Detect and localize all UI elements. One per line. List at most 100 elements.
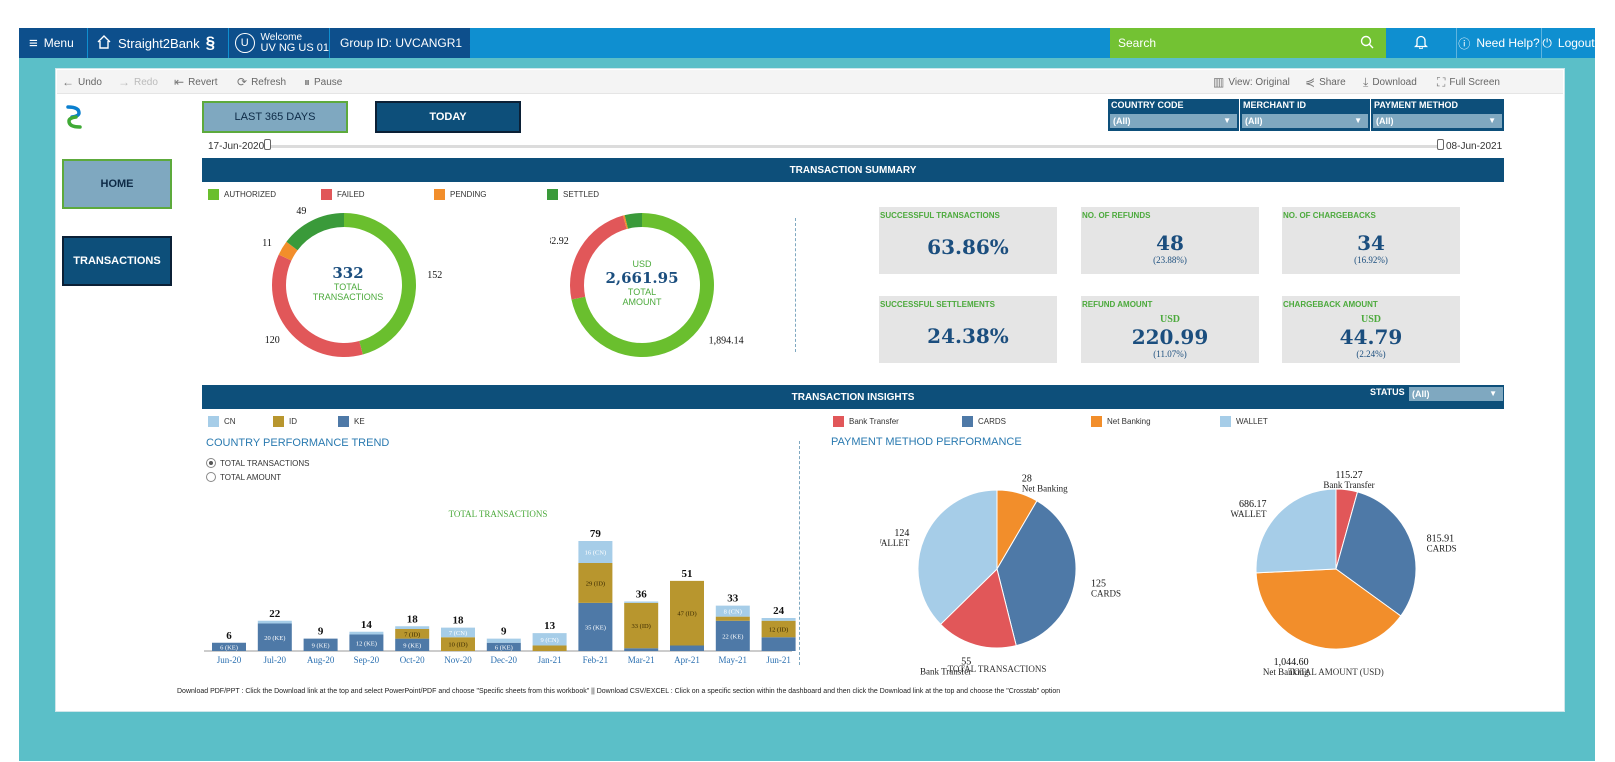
legend-bank-transfer[interactable]: Bank Transfer <box>833 416 899 427</box>
payment-method-select[interactable]: (All) ▼ <box>1373 114 1502 128</box>
bar-segment-cn[interactable] <box>486 638 521 643</box>
pie-slice-pending[interactable] <box>623 215 629 230</box>
legend-swatch <box>1091 416 1102 427</box>
amount-status-donut-chart[interactable]: 1,894.14 632.92 102.10 <box>550 205 750 365</box>
search-icon[interactable] <box>1360 35 1374 52</box>
bar-segment-ke[interactable] <box>670 645 704 652</box>
bar-segment-id[interactable] <box>578 563 613 603</box>
logout-button[interactable]: ⏻ Logout <box>1542 28 1595 58</box>
radio-total-amount[interactable]: TOTAL AMOUNT <box>206 472 281 482</box>
bar-segment-cn[interactable] <box>349 631 384 635</box>
nav-transactions-button[interactable]: TRANSACTIONS <box>62 236 172 286</box>
date-slider-end-handle[interactable] <box>1437 139 1444 150</box>
bar-segment-ke[interactable] <box>761 637 796 651</box>
country-code-select[interactable]: (All) ▼ <box>1110 114 1237 128</box>
bar-segment-ke[interactable] <box>257 623 292 652</box>
pie-slice-cards[interactable] <box>996 500 1077 647</box>
legend-failed[interactable]: FAILED <box>321 189 365 200</box>
bar-segment-id[interactable] <box>715 616 750 621</box>
pie-slice-settled[interactable] <box>624 213 642 229</box>
bar-segment-ke[interactable] <box>212 642 246 651</box>
bar-segment-cn[interactable] <box>578 541 613 563</box>
legend-id[interactable]: ID <box>273 416 297 427</box>
redo-button[interactable]: → Redo <box>118 75 158 89</box>
pie-slice-net-banking[interactable] <box>1255 568 1402 650</box>
pie-slice-wallet[interactable] <box>1255 488 1337 574</box>
share-button[interactable]: ⋞ Share <box>1305 75 1346 89</box>
pie-slice-authorized[interactable] <box>344 213 416 355</box>
pie-slice-failed[interactable] <box>272 254 363 357</box>
payment-method-filter[interactable]: PAYMENT METHOD (All) ▼ <box>1371 99 1504 131</box>
power-icon: ⏻ <box>1542 35 1552 50</box>
download-button[interactable]: ⤓ Download <box>1363 75 1417 90</box>
bar-segment-ke[interactable] <box>715 620 750 651</box>
bar-segment-cn[interactable] <box>441 627 475 638</box>
caret-down-icon: ▼ <box>1354 116 1362 125</box>
date-slider-start-handle[interactable] <box>264 139 271 150</box>
bar-segment-ke[interactable] <box>349 634 384 652</box>
bar-segment-cn[interactable] <box>624 601 659 603</box>
merchant-id-select[interactable]: (All) ▼ <box>1242 114 1368 128</box>
menu-button[interactable]: ≡ Menu <box>19 28 87 58</box>
bar-segment-label: 6 (KE) <box>220 644 238 651</box>
pie-slice-wallet[interactable] <box>917 489 998 626</box>
bar-segment-cn[interactable] <box>257 620 292 624</box>
bar-segment-id[interactable] <box>670 580 704 646</box>
undo-button[interactable]: ← Undo <box>62 75 102 89</box>
bar-segment-id[interactable] <box>624 602 659 649</box>
refresh-button[interactable]: ⟳ Refresh <box>237 75 286 89</box>
today-button[interactable]: TODAY <box>375 101 521 133</box>
legend-ke[interactable]: KE <box>338 416 365 427</box>
bar-segment-id[interactable] <box>532 645 567 652</box>
bar-segment-id[interactable] <box>761 620 796 638</box>
legend-net-banking[interactable]: Net Banking <box>1091 416 1151 427</box>
search-input[interactable]: Search <box>1118 36 1157 50</box>
download-instructions-note: Download PDF/PPT : Click the Download li… <box>177 688 1061 695</box>
bar-segment-cn[interactable] <box>715 605 750 617</box>
bar-segment-cn[interactable] <box>761 618 796 621</box>
bar-segment-ke[interactable] <box>303 638 338 651</box>
x-tick-label: Nov-20 <box>444 655 472 665</box>
pie-slice-failed[interactable] <box>570 215 627 300</box>
legend-authorized[interactable]: AUTHORIZED <box>208 189 276 200</box>
country-performance-bar-chart[interactable]: TOTAL TRANSACTIONS 6 (KE) 6 Jun-20 20 (KE) 22… <box>200 500 800 670</box>
group-id-dropdown[interactable]: Group ID: UVCANGR1 ⌄ <box>330 28 476 58</box>
legend-cn[interactable]: CN <box>208 416 236 427</box>
pause-button[interactable]: ⏸ Pause <box>304 75 342 90</box>
date-range-slider[interactable] <box>267 145 1441 148</box>
bar-segment-ke[interactable] <box>486 642 521 651</box>
nav-home-button[interactable]: HOME <box>62 159 172 209</box>
transactions-status-donut-chart[interactable]: 152 120 11 49 <box>260 205 450 365</box>
notifications-button[interactable] <box>1386 28 1456 58</box>
bar-segment-ke[interactable] <box>395 638 430 651</box>
pie-slice-cards[interactable] <box>1335 491 1417 617</box>
bar-segment-cn[interactable] <box>532 633 567 646</box>
last-365-days-button[interactable]: LAST 365 DAYS <box>202 101 348 133</box>
bar-segment-ke[interactable] <box>624 648 659 651</box>
bar-segment-id[interactable] <box>395 629 430 639</box>
legend-cards[interactable]: CARDS <box>962 416 1006 427</box>
radio-total-transactions[interactable]: TOTAL TRANSACTIONS <box>206 458 310 468</box>
bar-segment-id[interactable] <box>441 637 475 651</box>
pie-slice-pending[interactable] <box>278 241 298 261</box>
view-original-button[interactable]: ▥ View: Original <box>1213 75 1290 89</box>
legend-pending[interactable]: PENDING <box>434 189 486 200</box>
pie-slice-settled[interactable] <box>286 213 344 251</box>
full-screen-button[interactable]: ⛶ Full Screen <box>1437 75 1500 90</box>
brand-home-link[interactable]: Straight2Bank § <box>88 28 228 58</box>
bar-segment-ke[interactable] <box>578 602 613 651</box>
search-box[interactable]: Search <box>1110 28 1386 58</box>
status-filter-select[interactable]: (All) ▼ <box>1409 387 1503 401</box>
user-profile[interactable]: U Welcome UV NG US 01 <box>229 28 329 58</box>
legend-settled[interactable]: SETTLED <box>547 189 599 200</box>
merchant-id-filter[interactable]: MERCHANT ID (All) ▼ <box>1240 99 1370 131</box>
pie-slice-bank-transfer[interactable] <box>939 568 1017 649</box>
revert-button[interactable]: ⇤ Revert <box>174 75 218 89</box>
kpi-unit: USD <box>1360 314 1381 325</box>
legend-wallet[interactable]: WALLET <box>1220 416 1268 427</box>
need-help-button[interactable]: ⓘ Need Help? <box>1457 28 1541 58</box>
bar-segment-cn[interactable] <box>395 626 430 629</box>
country-code-filter[interactable]: COUNTRY CODE (All) ▼ <box>1108 99 1239 131</box>
